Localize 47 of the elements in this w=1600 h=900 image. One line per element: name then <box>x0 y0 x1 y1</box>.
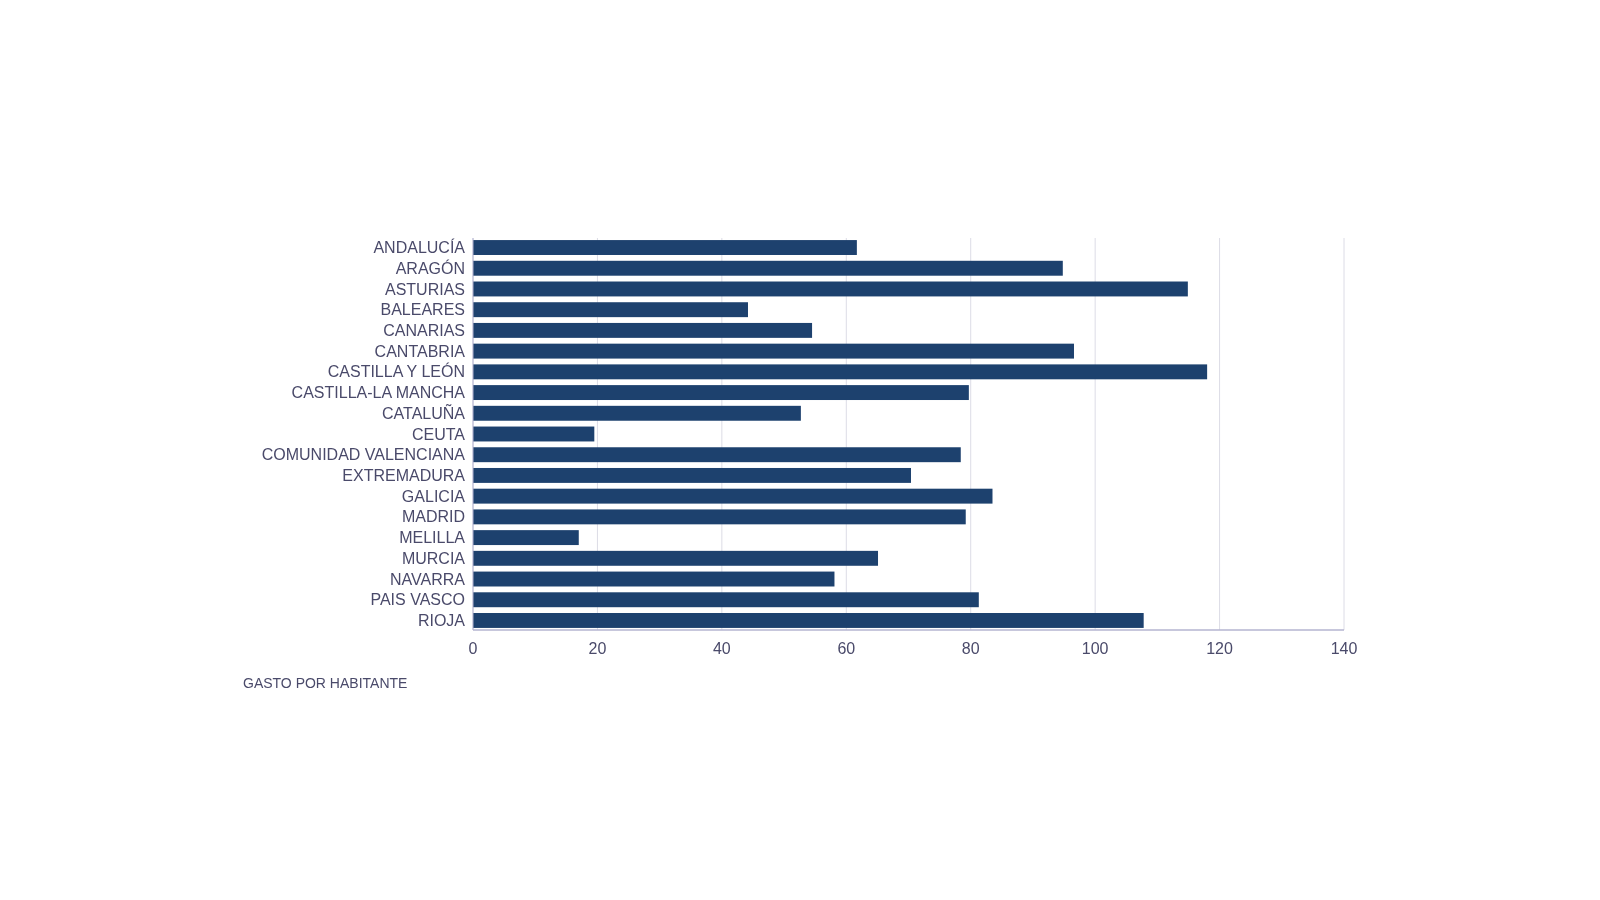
bar <box>473 467 911 483</box>
y-tick-label: ASTURIAS <box>384 280 465 298</box>
y-tick-label: MADRID <box>401 508 465 526</box>
x-tick-label: 60 <box>837 640 856 657</box>
bar <box>473 385 969 401</box>
y-tick-label: MURCIA <box>401 549 466 567</box>
x-tick-label: 40 <box>712 640 731 657</box>
y-tick-label: PAIS VASCO <box>370 591 465 609</box>
bar <box>473 343 1074 359</box>
x-tick-label: 140 <box>1330 640 1358 657</box>
y-tick-label: MELILLA <box>399 529 466 547</box>
x-tick-label: 20 <box>588 640 607 657</box>
y-tick-label: CANTABRIA <box>374 342 466 360</box>
bar <box>473 613 1144 628</box>
x-axis-title: GASTO POR HABITANTE <box>243 675 408 691</box>
y-tick-label: CATALUÑA <box>382 402 466 422</box>
x-tick-label: 80 <box>961 640 980 657</box>
y-tick-label: CASTILLA Y LEÓN <box>327 362 465 381</box>
bar <box>473 322 813 338</box>
y-tick-label: CEUTA <box>411 425 466 443</box>
y-tick-label: CANARIAS <box>383 322 465 340</box>
y-tick-label: COMUNIDAD VALENCIANA <box>261 446 466 464</box>
bar <box>473 488 993 504</box>
y-tick-label: ANDALUCÍA <box>373 238 466 257</box>
y-tick-label: BALEARES <box>380 301 465 319</box>
bar <box>473 281 1188 297</box>
bar <box>473 302 748 318</box>
bar <box>473 240 857 255</box>
bar <box>473 447 961 463</box>
bar <box>473 571 835 587</box>
y-tick-label: NAVARRA <box>390 570 466 588</box>
bar <box>473 364 1208 380</box>
bar <box>473 509 966 525</box>
x-tick-label: 0 <box>468 640 478 657</box>
bar <box>473 592 979 608</box>
bar <box>473 530 579 546</box>
y-tick-label: RIOJA <box>417 612 466 630</box>
bar <box>473 260 1063 276</box>
y-tick-label: GALICIA <box>401 487 466 505</box>
y-tick-label: CASTILLA-LA MANCHA <box>291 384 466 402</box>
bar <box>473 550 879 566</box>
bar <box>473 426 595 442</box>
bar <box>473 405 801 421</box>
y-tick-label: EXTREMADURA <box>342 467 466 485</box>
x-tick-label: 120 <box>1206 640 1234 657</box>
x-tick-label: 100 <box>1081 640 1109 657</box>
y-tick-label: ARAGÓN <box>395 258 465 277</box>
